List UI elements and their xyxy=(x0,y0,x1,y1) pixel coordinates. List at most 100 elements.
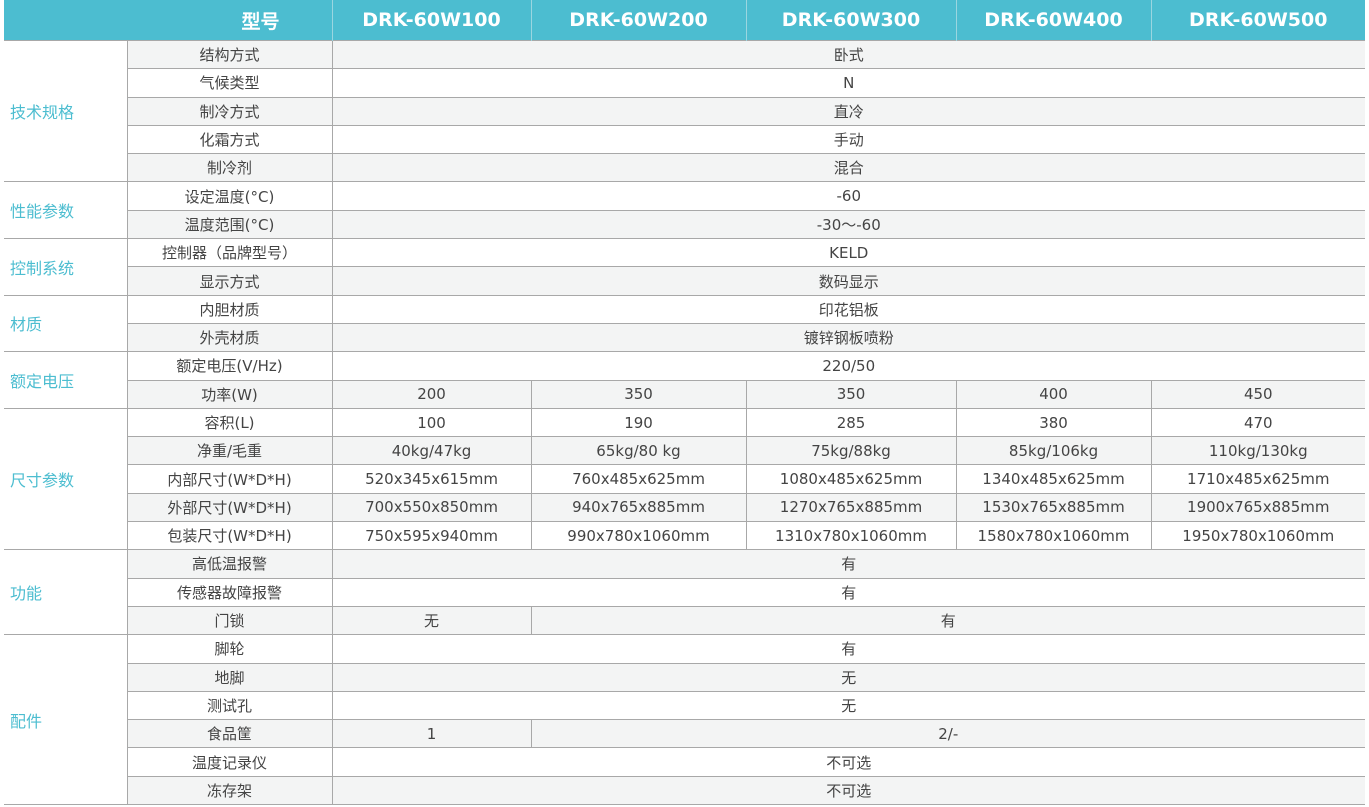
value-cell: 940x765x885mm xyxy=(530,492,747,523)
value-cell: 1950x780x1060mm xyxy=(1150,521,1366,551)
value-cell: 85kg/106kg xyxy=(955,436,1152,466)
param-label: 化霜方式 xyxy=(126,124,333,155)
group-label: 控制系统 xyxy=(4,238,128,296)
value-cell: 2/- xyxy=(530,719,1366,749)
group-label: 尺寸参数 xyxy=(4,407,128,551)
model-header-1: DRK-60W100 xyxy=(331,0,532,41)
value-cell: 1340x485x625mm xyxy=(955,464,1152,494)
value-cell: 220/50 xyxy=(331,351,1366,381)
model-header-5: DRK-60W500 xyxy=(1150,0,1366,41)
table-row: 外部尺寸(W*D*H) 700x550x850mm 940x765x885mm 127… xyxy=(4,492,1366,523)
table-row: 额定电压 额定电压(V/Hz) 220/50 xyxy=(4,351,1366,409)
table-row: 外壳材质 镀锌钢板喷粉 xyxy=(4,322,1366,353)
param-label: 传感器故障报警 xyxy=(126,577,333,607)
value-cell: N xyxy=(331,68,1366,98)
value-cell: 65kg/80 kg xyxy=(530,436,747,466)
table-row: 净重/毛重 40kg/47kg 65kg/80 kg 75kg/88kg 85kg/10… xyxy=(4,436,1366,466)
value-cell: 无 xyxy=(331,662,1366,692)
value-cell: 110kg/130kg xyxy=(1150,436,1366,466)
value-cell: 190 xyxy=(530,407,747,438)
value-cell: 1 xyxy=(331,719,532,749)
table-row: 地脚无 xyxy=(4,662,1366,692)
value-cell: 75kg/88kg xyxy=(745,436,957,466)
value-cell: 1710x485x625mm xyxy=(1150,464,1366,494)
table-row: 材质 内胆材质 印花铝板 xyxy=(4,294,1366,353)
value-cell: 无 xyxy=(331,690,1366,721)
value-cell: 750x595x940mm xyxy=(331,521,532,551)
table-row: 功率(W) 200 350 350 400 450 xyxy=(4,379,1366,409)
table-row: 配件 脚轮有 xyxy=(4,634,1366,806)
param-label: 内部尺寸(W*D*H) xyxy=(126,464,333,494)
table-row: 传感器故障报警有 xyxy=(4,577,1366,607)
value-cell: 760x485x625mm xyxy=(530,464,747,494)
group-label: 功能 xyxy=(4,549,128,636)
group-label: 材质 xyxy=(4,294,128,353)
value-cell: -30～-60 xyxy=(331,209,1366,240)
param-label: 制冷剂 xyxy=(126,153,333,183)
table-row: 制冷方式 直冷 xyxy=(4,96,1366,126)
table-row: 温度范围(°C) -30～-60 xyxy=(4,209,1366,240)
value-cell: 1080x485x625mm xyxy=(745,464,957,494)
value-cell: 1530x765x885mm xyxy=(955,492,1152,523)
table-row: 测试孔无 xyxy=(4,690,1366,721)
value-cell: 40kg/47kg xyxy=(331,436,532,466)
param-label: 额定电压(V/Hz) xyxy=(126,351,333,381)
table-row: 内部尺寸(W*D*H) 520x345x615mm 760x485x625mm 108… xyxy=(4,464,1366,494)
param-label: 功率(W) xyxy=(126,379,333,409)
model-header-2: DRK-60W200 xyxy=(530,0,747,41)
value-cell: 350 xyxy=(745,379,957,409)
table-row: 尺寸参数 容积(L) 100 190 285 380 470 xyxy=(4,407,1366,551)
value-cell: 1900x765x885mm xyxy=(1150,492,1366,523)
value-cell: 印花铝板 xyxy=(331,294,1366,324)
table-row: 气候类型 N xyxy=(4,68,1366,98)
param-label: 容积(L) xyxy=(126,407,333,438)
value-cell: 不可选 xyxy=(331,747,1366,777)
param-label: 净重/毛重 xyxy=(126,436,333,466)
table-row: 门锁无有 xyxy=(4,605,1366,636)
param-label: 显示方式 xyxy=(126,266,333,296)
spec-table: 型号 DRK-60W100 DRK-60W200 DRK-60W300 DRK-… xyxy=(4,0,1366,806)
param-label: 高低温报警 xyxy=(126,549,333,579)
value-cell: 直冷 xyxy=(331,96,1366,126)
value-cell: 有 xyxy=(331,549,1366,579)
param-label: 内胆材质 xyxy=(126,294,333,324)
table-row: 控制系统 控制器（品牌型号） KELD xyxy=(4,238,1366,296)
value-cell: 100 xyxy=(331,407,532,438)
value-cell: -60 xyxy=(331,181,1366,211)
param-label: 包装尺寸(W*D*H) xyxy=(126,521,333,551)
table-row: 制冷剂 混合 xyxy=(4,153,1366,183)
header-row: 型号 DRK-60W100 DRK-60W200 DRK-60W300 DRK-… xyxy=(4,0,1366,41)
value-cell: 1310x780x1060mm xyxy=(745,521,957,551)
value-cell: 1270x765x885mm xyxy=(745,492,957,523)
param-label: 制冷方式 xyxy=(126,96,333,126)
value-cell: 无 xyxy=(331,605,532,636)
param-label: 地脚 xyxy=(126,662,333,692)
model-header: 型号 xyxy=(4,0,333,41)
group-label: 技术规格 xyxy=(4,39,128,183)
value-cell: 有 xyxy=(331,577,1366,607)
param-label: 控制器（品牌型号） xyxy=(126,238,333,268)
table-row: 功能 高低温报警有 xyxy=(4,549,1366,636)
table-row: 冻存架 不可选 xyxy=(4,775,1366,806)
param-label: 脚轮 xyxy=(126,634,333,664)
param-label: 结构方式 xyxy=(126,39,333,70)
table-row: 显示方式 数码显示 xyxy=(4,266,1366,296)
value-cell: 有 xyxy=(530,605,1366,636)
table-row: 食品筐 1 2/- xyxy=(4,719,1366,749)
value-cell: 200 xyxy=(331,379,532,409)
model-header-4: DRK-60W400 xyxy=(955,0,1152,41)
value-cell: 不可选 xyxy=(331,775,1366,806)
param-label: 外壳材质 xyxy=(126,322,333,353)
param-label: 门锁 xyxy=(126,605,333,636)
value-cell: 285 xyxy=(745,407,957,438)
value-cell: 350 xyxy=(530,379,747,409)
value-cell: 450 xyxy=(1150,379,1366,409)
value-cell: 400 xyxy=(955,379,1152,409)
table-row: 温度记录仪 不可选 xyxy=(4,747,1366,777)
param-label: 设定温度(°C) xyxy=(126,181,333,211)
value-cell: 混合 xyxy=(331,153,1366,183)
value-cell: KELD xyxy=(331,238,1366,268)
value-cell: 数码显示 xyxy=(331,266,1366,296)
value-cell: 有 xyxy=(331,634,1366,664)
table-row: 包装尺寸(W*D*H) 750x595x940mm 990x780x1060mm 13… xyxy=(4,521,1366,551)
